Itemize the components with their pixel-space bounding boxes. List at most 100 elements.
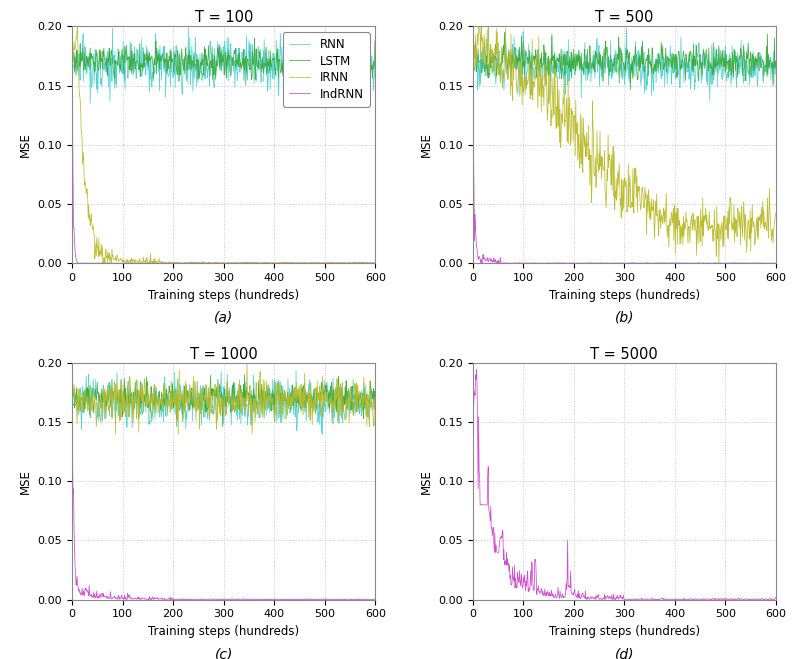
RNN [291, 366, 301, 374]
IRNN [206, 259, 215, 267]
IndRNN [270, 596, 280, 604]
RNN [646, 92, 656, 100]
IndRNN [646, 259, 656, 267]
IRNN [122, 258, 131, 266]
IndRNN [246, 259, 256, 267]
LSTM [370, 38, 380, 45]
RNN [370, 399, 380, 407]
IRNN [98, 260, 108, 268]
LSTM [121, 47, 130, 55]
IRNN [242, 358, 252, 366]
LSTM [270, 394, 280, 402]
Line: RNN: RNN [72, 370, 375, 435]
IndRNN [606, 594, 615, 602]
IRNN [205, 407, 214, 415]
RNN [246, 411, 255, 418]
IRNN [714, 260, 724, 268]
LSTM [240, 371, 250, 379]
IndRNN [145, 595, 154, 603]
IndRNN [606, 259, 615, 267]
IRNN [246, 259, 256, 267]
Title: T = 100: T = 100 [194, 10, 253, 25]
LSTM [468, 64, 478, 72]
IRNN [296, 259, 306, 267]
Text: (d): (d) [614, 647, 634, 659]
IRNN [146, 402, 155, 410]
IndRNN [546, 259, 556, 267]
LSTM [546, 54, 556, 62]
RNN [370, 53, 380, 61]
Legend: RNN, LSTM, IRNN, IndRNN: RNN, LSTM, IRNN, IndRNN [283, 32, 370, 107]
IRNN [246, 398, 256, 406]
IRNN [110, 430, 120, 438]
LSTM [145, 57, 154, 65]
IndRNN [770, 593, 780, 601]
IRNN [483, 20, 493, 28]
IndRNN [522, 582, 531, 590]
IRNN [296, 380, 306, 388]
LSTM [606, 68, 615, 76]
RNN [67, 69, 77, 76]
LSTM [67, 400, 77, 408]
IRNN [67, 61, 77, 69]
IndRNN [145, 259, 154, 267]
RNN [705, 97, 714, 105]
LSTM [370, 395, 380, 403]
IndRNN [646, 596, 656, 604]
RNN [183, 23, 193, 31]
RNN [122, 55, 131, 63]
RNN [605, 56, 614, 64]
IRNN [646, 195, 656, 203]
Line: RNN: RNN [473, 29, 775, 101]
LSTM [697, 59, 706, 67]
LSTM [296, 52, 306, 60]
LSTM [626, 86, 635, 94]
RNN [121, 384, 130, 392]
LSTM [270, 65, 280, 73]
IndRNN [204, 596, 214, 604]
IndRNN [67, 400, 77, 408]
LSTM [500, 28, 510, 36]
X-axis label: Training steps (hundreds): Training steps (hundreds) [549, 625, 700, 638]
RNN [546, 57, 555, 65]
RNN [696, 80, 706, 88]
LSTM [121, 384, 130, 392]
IndRNN [238, 596, 248, 604]
RNN [270, 376, 279, 384]
IndRNN [204, 259, 214, 267]
Text: (a): (a) [214, 310, 234, 325]
Line: RNN: RNN [72, 27, 375, 103]
IndRNN [246, 596, 256, 604]
Line: IndRNN: IndRNN [473, 370, 775, 600]
IRNN [468, 35, 478, 43]
Line: IndRNN: IndRNN [72, 404, 375, 600]
Title: T = 500: T = 500 [595, 10, 654, 25]
Line: IRNN: IRNN [473, 24, 775, 264]
Line: IRNN: IRNN [72, 26, 375, 264]
IRNN [670, 250, 680, 258]
LSTM [522, 51, 531, 59]
IndRNN [230, 260, 240, 268]
RNN [204, 388, 214, 396]
RNN [622, 25, 631, 33]
Text: (c): (c) [214, 647, 233, 659]
Line: IRNN: IRNN [72, 362, 375, 434]
IndRNN [670, 259, 680, 267]
IRNN [146, 258, 156, 266]
Y-axis label: MSE: MSE [419, 469, 433, 494]
Line: IndRNN: IndRNN [72, 68, 375, 264]
LSTM [250, 34, 259, 42]
RNN [246, 59, 256, 67]
RNN [86, 100, 95, 107]
IndRNN [121, 259, 130, 267]
IRNN [370, 405, 380, 413]
RNN [522, 84, 531, 92]
IndRNN [696, 259, 706, 267]
LSTM [174, 77, 184, 85]
LSTM [296, 403, 306, 411]
IndRNN [121, 594, 130, 602]
RNN [468, 69, 478, 76]
LSTM [204, 393, 214, 401]
Title: T = 5000: T = 5000 [590, 347, 658, 362]
IndRNN [522, 259, 531, 267]
